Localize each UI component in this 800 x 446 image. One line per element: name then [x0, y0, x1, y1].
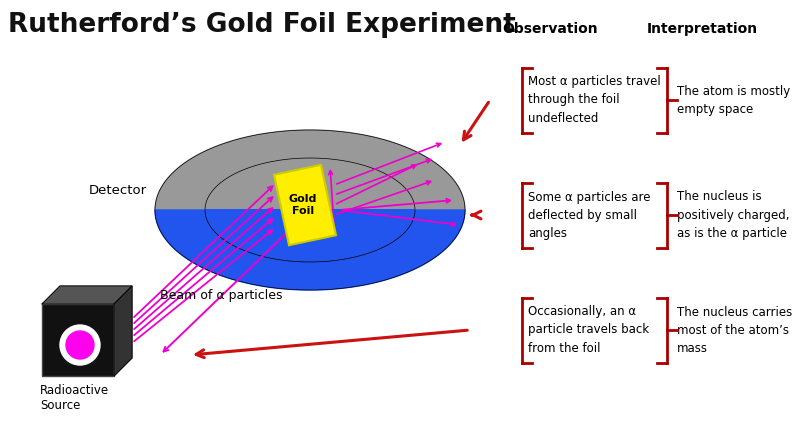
Text: The atom is mostly
empty space: The atom is mostly empty space — [677, 84, 790, 116]
Text: The nucleus carries
most of the atom’s
mass: The nucleus carries most of the atom’s m… — [677, 306, 792, 355]
Text: Occasionally, an α
particle travels back
from the foil: Occasionally, an α particle travels back… — [528, 306, 649, 355]
Text: Some α particles are
deflected by small
angles: Some α particles are deflected by small … — [528, 190, 650, 240]
Text: Beam of α particles: Beam of α particles — [160, 289, 282, 301]
Circle shape — [66, 331, 94, 359]
Text: Interpretation: Interpretation — [646, 22, 758, 36]
Text: Observation: Observation — [502, 22, 598, 36]
Polygon shape — [42, 286, 132, 304]
Polygon shape — [114, 286, 132, 376]
Text: Most α particles travel
through the foil
undeflected: Most α particles travel through the foil… — [528, 75, 661, 124]
Text: The nucleus is
positively charged,
as is the α particle: The nucleus is positively charged, as is… — [677, 190, 790, 240]
Polygon shape — [155, 130, 465, 210]
Text: Radioactive
Source: Radioactive Source — [40, 384, 109, 412]
Bar — [42, 304, 114, 376]
Text: Detector: Detector — [89, 183, 147, 197]
Bar — [274, 165, 336, 245]
Circle shape — [60, 325, 100, 365]
Text: Gold
Foil: Gold Foil — [289, 194, 317, 216]
Polygon shape — [155, 210, 465, 290]
Text: Rutherford’s Gold Foil Experiment: Rutherford’s Gold Foil Experiment — [8, 12, 516, 38]
